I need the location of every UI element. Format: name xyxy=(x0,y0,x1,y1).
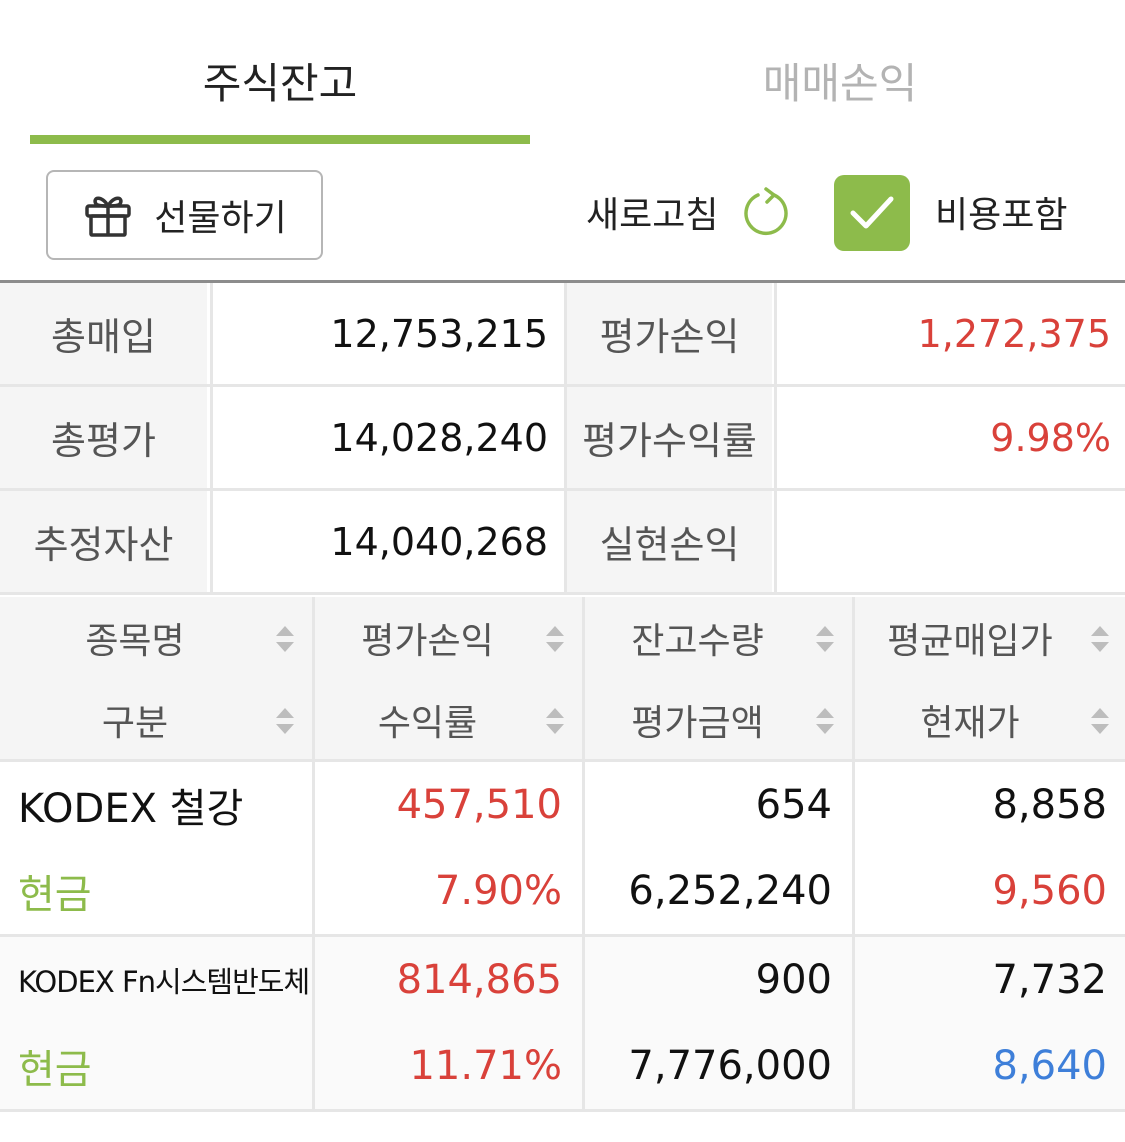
sort-header[interactable]: 평가손익 xyxy=(315,597,580,679)
holding-quantity-cell: 900 7,776,000 xyxy=(582,937,850,1109)
summary-label: 총평가 xyxy=(0,387,207,488)
holding-pl-cell: 457,510 7.90% xyxy=(312,762,580,934)
column-header-label: 현재가 xyxy=(920,703,1020,744)
column-header-label: 수익률 xyxy=(377,703,478,744)
sort-header[interactable]: 평균매입가 xyxy=(855,597,1125,679)
holding-price-cell: 8,858 9,560 xyxy=(852,762,1125,934)
sort-icon xyxy=(1091,708,1109,734)
sort-icon xyxy=(1091,626,1109,652)
holding-name-line: KODEX Fn시스템반도체 xyxy=(0,937,310,1023)
column-header-label: 구분 xyxy=(101,703,169,744)
holding-type: 현금 xyxy=(18,1047,92,1093)
column-header-label: 평균매입가 xyxy=(887,621,1053,662)
gift-button-label: 선물하기 xyxy=(154,198,287,239)
sort-icon xyxy=(276,708,294,734)
holding-eval-amount: 7,776,000 xyxy=(628,1043,832,1089)
summary-value: 12,753,215 xyxy=(210,283,562,384)
refresh-icon[interactable] xyxy=(740,186,792,238)
column-header-label: 평가금액 xyxy=(631,703,764,744)
column-header-name: 종목명 구분 xyxy=(0,597,310,762)
sort-icon xyxy=(816,708,834,734)
summary-row: 총매입 12,753,215 평가손익 1,272,375 xyxy=(0,283,1125,387)
holding-eval-amount: 6,252,240 xyxy=(628,868,832,914)
holding-name-line: KODEX 철강 xyxy=(0,762,310,848)
summary-value: 14,028,240 xyxy=(210,387,562,488)
column-header-quantity: 잔고수량 평가금액 xyxy=(582,597,850,762)
sort-icon xyxy=(816,626,834,652)
sort-icon xyxy=(276,626,294,652)
holding-row[interactable]: KODEX Fn시스템반도체 현금 814,865 11.71% 900 7,7… xyxy=(0,937,1125,1112)
sort-icon xyxy=(546,708,564,734)
column-header-label: 종목명 xyxy=(85,621,185,662)
summary-row: 추정자산 14,040,268 실현손익 xyxy=(0,491,1125,595)
holding-quantity: 654 xyxy=(755,782,832,828)
holding-eval-pl: 457,510 xyxy=(396,782,562,828)
summary-value: 14,040,268 xyxy=(210,491,562,592)
holding-pl-cell: 814,865 11.71% xyxy=(312,937,580,1109)
column-header-pl: 평가손익 수익률 xyxy=(312,597,580,762)
summary-value: 9.98% xyxy=(774,387,1125,488)
holding-return-rate: 11.71% xyxy=(409,1043,562,1089)
include-fee-label: 비용포함 xyxy=(935,195,1068,236)
holding-name: KODEX Fn시스템반도체 xyxy=(18,965,310,999)
holding-avg-price: 8,858 xyxy=(992,782,1107,828)
check-icon xyxy=(850,196,894,229)
sort-header[interactable]: 종목명 xyxy=(0,597,310,679)
tab-bar: 주식잔고 매매손익 xyxy=(0,0,1125,145)
summary-label: 평가수익률 xyxy=(564,387,772,488)
active-tab-indicator xyxy=(30,135,530,144)
summary-value: 1,272,375 xyxy=(774,283,1125,384)
holding-name: KODEX 철강 xyxy=(18,786,244,832)
sort-icon xyxy=(546,626,564,652)
holding-name-cell: KODEX Fn시스템반도체 현금 xyxy=(0,937,310,1109)
holding-eval-pl: 814,865 xyxy=(396,957,562,1003)
holdings-table-header: 종목명 구분 평가손익 수익률 잔고수량 평가금액 평균매입가 xyxy=(0,597,1125,762)
column-header-label: 잔고수량 xyxy=(631,621,764,662)
holding-name-cell: KODEX 철강 현금 xyxy=(0,762,310,934)
holding-quantity-cell: 654 6,252,240 xyxy=(582,762,850,934)
holding-current-price: 9,560 xyxy=(992,868,1107,914)
holding-price-cell: 7,732 8,640 xyxy=(852,937,1125,1109)
column-header-price: 평균매입가 현재가 xyxy=(852,597,1125,762)
summary-label: 평가손익 xyxy=(564,283,772,384)
gift-icon xyxy=(85,196,131,237)
holding-quantity: 900 xyxy=(755,957,832,1003)
holding-row[interactable]: KODEX 철강 현금 457,510 7.90% 654 6,252,240 … xyxy=(0,762,1125,937)
sort-header[interactable]: 잔고수량 xyxy=(585,597,850,679)
balance-summary-table: 총매입 12,753,215 평가손익 1,272,375 총평가 14,028… xyxy=(0,280,1125,597)
holding-current-price: 8,640 xyxy=(992,1043,1107,1089)
sort-header[interactable]: 수익률 xyxy=(315,679,580,761)
include-fee-checkbox[interactable] xyxy=(834,175,910,251)
refresh-label[interactable]: 새로고침 xyxy=(586,195,719,236)
tab-stock-balance[interactable]: 주식잔고 xyxy=(202,59,358,108)
holding-type: 현금 xyxy=(18,872,92,918)
column-header-label: 평가손익 xyxy=(361,621,494,662)
sort-header[interactable]: 구분 xyxy=(0,679,310,761)
sort-header[interactable]: 현재가 xyxy=(855,679,1125,761)
holding-avg-price: 7,732 xyxy=(992,957,1107,1003)
gift-button[interactable]: 선물하기 xyxy=(46,170,323,260)
summary-label: 실현손익 xyxy=(564,491,772,592)
tab-trade-profit[interactable]: 매매손익 xyxy=(762,59,918,108)
summary-label: 추정자산 xyxy=(0,491,207,592)
summary-row: 총평가 14,028,240 평가수익률 9.98% xyxy=(0,387,1125,491)
summary-label: 총매입 xyxy=(0,283,207,384)
holding-return-rate: 7.90% xyxy=(434,868,562,914)
sort-header[interactable]: 평가금액 xyxy=(585,679,850,761)
summary-value xyxy=(774,491,1125,592)
